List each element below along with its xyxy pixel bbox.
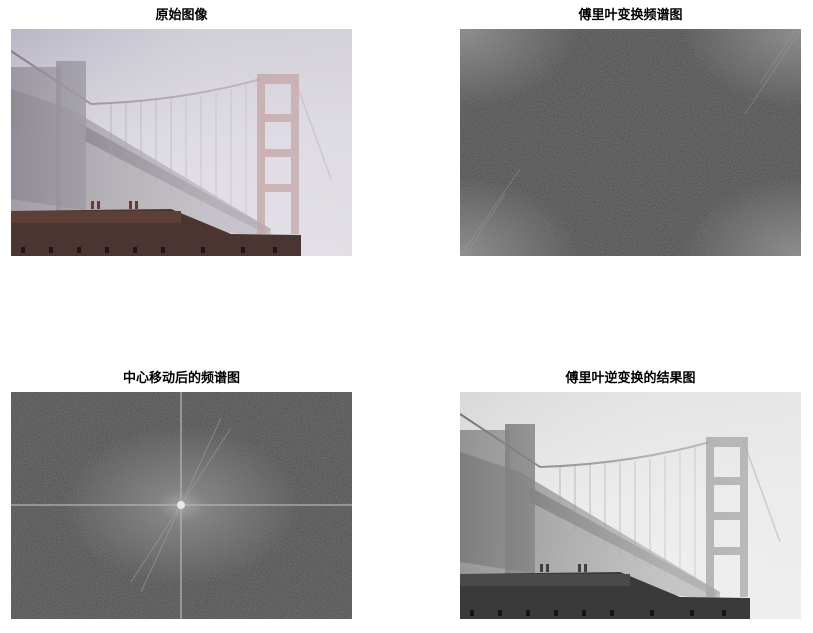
inverse-result-graphic [460,392,801,619]
inverse-result-image [460,392,801,619]
panel-title-fft-spectrum: 傅里叶变换频谱图 [578,8,683,23]
original-image-graphic [11,29,352,256]
panel-title-shifted-spectrum: 中心移动后的频谱图 [122,371,240,386]
original-image [11,29,352,256]
shifted-spectrum-image [11,392,352,619]
fft-spectrum-image [460,29,801,256]
shifted-spectrum-graphic [11,392,352,619]
panel-title-original: 原始图像 [155,8,208,23]
fft-spectrum-graphic [460,29,801,256]
panel-title-inverse-result: 傅里叶逆变换的结果图 [565,371,696,386]
